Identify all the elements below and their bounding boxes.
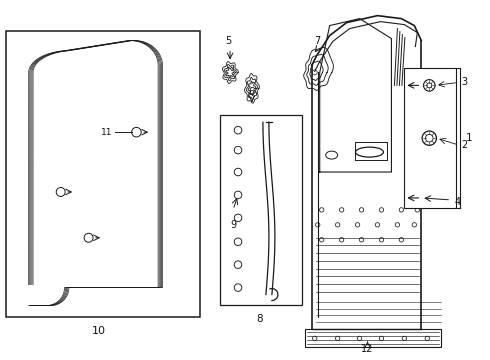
Text: 2: 2 [461, 140, 467, 150]
Text: 7: 7 [315, 36, 321, 46]
Text: 3: 3 [461, 77, 467, 87]
Text: 8: 8 [257, 314, 263, 324]
Text: 5: 5 [225, 36, 231, 46]
Text: 10: 10 [92, 327, 105, 336]
Text: 11: 11 [101, 128, 113, 137]
Text: 12: 12 [361, 345, 374, 354]
Text: 4: 4 [454, 197, 460, 207]
Text: 1: 1 [466, 133, 473, 143]
Text: 9: 9 [230, 220, 236, 230]
Bar [6, 31, 200, 318]
Bar [305, 329, 441, 347]
Bar [220, 115, 302, 305]
Bar [404, 68, 456, 208]
Text: 6: 6 [248, 87, 254, 97]
